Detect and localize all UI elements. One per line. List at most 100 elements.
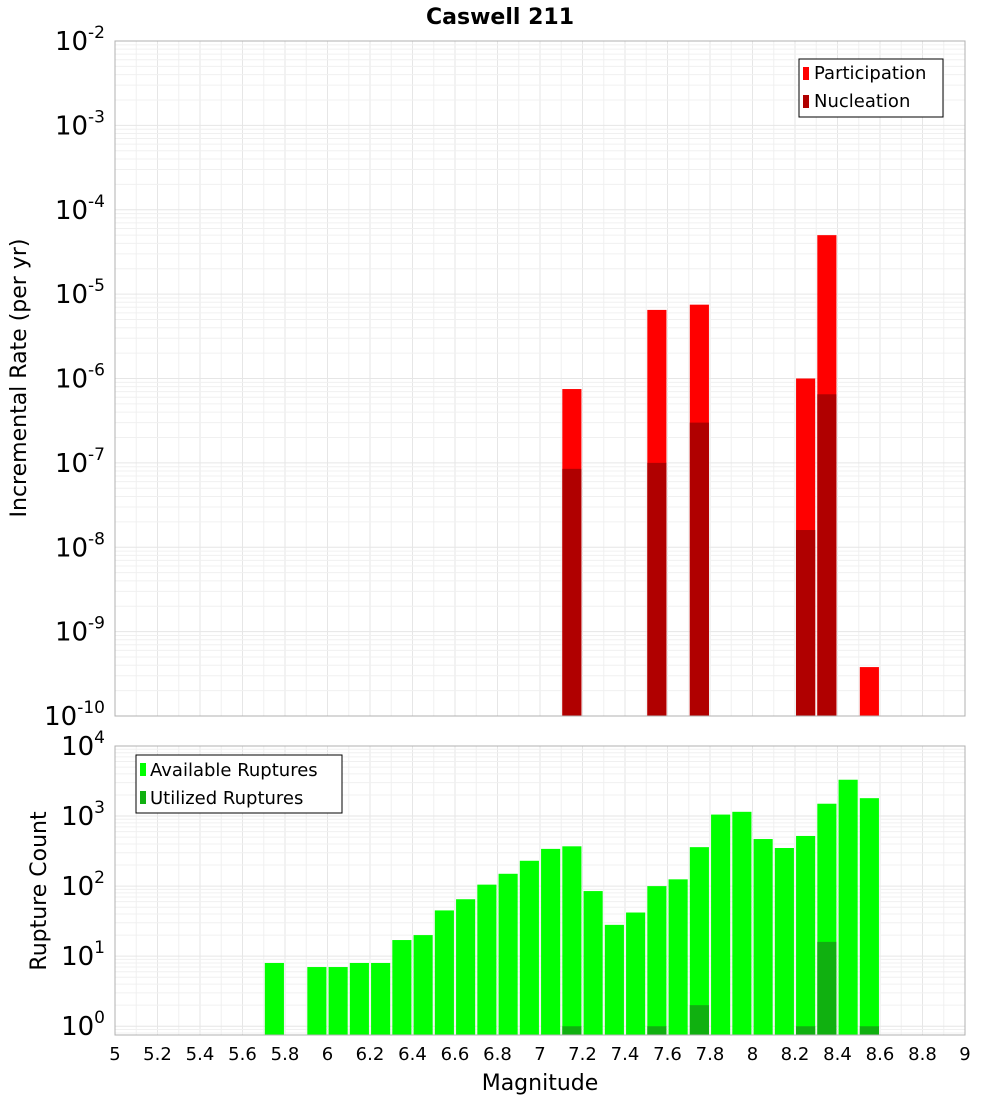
available-bar — [859, 798, 879, 1035]
y-tick-label: 103 — [61, 798, 105, 832]
participation-bar — [859, 667, 879, 716]
x-tick-label: 7.6 — [653, 1044, 682, 1065]
x-tick-label: 9 — [959, 1044, 970, 1065]
y-tick-label: 10-6 — [55, 361, 105, 395]
utilized-bar — [796, 1026, 816, 1035]
available-bar — [264, 962, 284, 1035]
y-tick-label: 10-7 — [55, 445, 105, 479]
y-tick-label: 10-3 — [55, 107, 105, 141]
available-bar — [477, 884, 497, 1035]
legend-label-utilized: Utilized Ruptures — [150, 788, 303, 809]
rate-grid — [114, 40, 966, 717]
x-tick-label: 8.2 — [781, 1044, 810, 1065]
x-axis-ticks: 5 5.2 5.4 5.6 5.8 6 6.2 6.4 6.6 6.8 7 7.2 7.4 7.6 7.8 8… — [109, 1044, 970, 1065]
legend-label-participation: Participation — [814, 63, 926, 84]
available-bar — [371, 962, 391, 1035]
available-bar — [328, 967, 348, 1035]
available-bar — [498, 873, 518, 1035]
available-bar — [583, 891, 603, 1035]
available-bar — [307, 967, 327, 1035]
utilized-bar — [562, 1026, 582, 1035]
legend-label-available: Available Ruptures — [150, 760, 318, 781]
x-tick-label: 8.6 — [866, 1044, 895, 1065]
legend-swatch-nucleation — [803, 95, 809, 108]
count-y-axis-label: Rupture Count — [27, 811, 52, 971]
count-legend: Available Ruptures Utilized Ruptures — [135, 754, 343, 814]
utilized-bar — [817, 941, 837, 1035]
x-tick-label: 7.4 — [611, 1044, 640, 1065]
available-bar — [626, 912, 646, 1035]
count-bars — [264, 779, 879, 1035]
nucleation-bar — [817, 394, 837, 716]
y-tick-label: 104 — [61, 728, 105, 762]
y-tick-label: 102 — [61, 868, 105, 902]
x-tick-label: 5.4 — [186, 1044, 215, 1065]
count-y-ticks: 100 101 102 103 104 — [61, 728, 105, 1042]
nucleation-bar — [796, 530, 816, 716]
y-tick-label: 10-9 — [55, 614, 105, 648]
available-bar — [796, 835, 816, 1035]
available-bar — [392, 940, 412, 1035]
available-bar — [732, 811, 752, 1035]
available-bar — [562, 846, 582, 1035]
utilized-bar — [859, 1026, 879, 1035]
count-panel: 100 101 102 103 104 Rupture Count Available … — [27, 728, 966, 1042]
x-tick-label: 8.8 — [908, 1044, 937, 1065]
x-tick-label: 6.4 — [398, 1044, 427, 1065]
legend-swatch-participation — [803, 67, 809, 80]
x-tick-label: 8 — [747, 1044, 758, 1065]
x-tick-label: 6.8 — [483, 1044, 512, 1065]
count-legend-box — [135, 754, 343, 814]
available-bar — [541, 848, 561, 1035]
y-tick-label: 100 — [61, 1008, 105, 1042]
x-tick-label: 5.2 — [143, 1044, 172, 1065]
x-tick-label: 8.4 — [823, 1044, 852, 1065]
available-bar — [689, 847, 709, 1035]
y-tick-label: 10-2 — [55, 23, 105, 57]
available-bar — [434, 910, 454, 1035]
count-plot-frame — [114, 745, 966, 1036]
available-bar — [753, 839, 773, 1035]
y-tick-label: 10-5 — [55, 276, 105, 310]
available-bar — [456, 899, 476, 1035]
x-tick-label: 7 — [534, 1044, 545, 1065]
rate-bars — [562, 235, 879, 716]
utilized-bar — [647, 1026, 667, 1035]
y-tick-label: 10-4 — [55, 192, 105, 226]
legend-label-nucleation: Nucleation — [814, 91, 910, 112]
legend-swatch-available — [140, 763, 146, 776]
x-tick-label: 5.6 — [228, 1044, 257, 1065]
rate-panel: 10-10 10-9 10-8 10-7 10-6 10-5 10-4 10-3 10-2 In… — [7, 23, 966, 732]
available-bar — [519, 860, 539, 1035]
nucleation-bar — [562, 468, 582, 716]
x-tick-label: 6.6 — [441, 1044, 470, 1065]
utilized-bar — [689, 1005, 709, 1035]
available-bar — [711, 814, 731, 1035]
available-bar — [838, 779, 858, 1035]
x-tick-label: 5 — [109, 1044, 120, 1065]
available-bar — [349, 962, 369, 1035]
x-tick-label: 6 — [322, 1044, 333, 1065]
chart-title: Caswell 211 — [426, 5, 574, 30]
legend-swatch-utilized — [140, 791, 146, 804]
rate-y-ticks: 10-10 10-9 10-8 10-7 10-6 10-5 10-4 10-3 10-2 — [44, 23, 105, 732]
y-tick-label: 10-8 — [55, 529, 105, 563]
y-tick-label: 10-10 — [44, 698, 105, 732]
x-tick-label: 7.8 — [696, 1044, 725, 1065]
available-bar — [604, 924, 624, 1035]
nucleation-bar — [647, 462, 667, 716]
x-tick-label: 7.2 — [568, 1044, 597, 1065]
available-bar — [774, 848, 794, 1035]
rate-legend: Participation Nucleation — [798, 58, 944, 118]
available-bar — [413, 935, 433, 1035]
x-axis-label: Magnitude — [482, 1071, 599, 1096]
available-bar — [668, 879, 688, 1035]
x-tick-label: 5.8 — [271, 1044, 300, 1065]
x-tick-label: 6.2 — [356, 1044, 385, 1065]
nucleation-bar — [689, 422, 709, 716]
available-bar — [647, 886, 667, 1035]
rate-plot-frame — [114, 40, 966, 717]
rate-y-axis-label: Incremental Rate (per yr) — [7, 239, 32, 518]
rate-legend-box — [798, 58, 944, 118]
